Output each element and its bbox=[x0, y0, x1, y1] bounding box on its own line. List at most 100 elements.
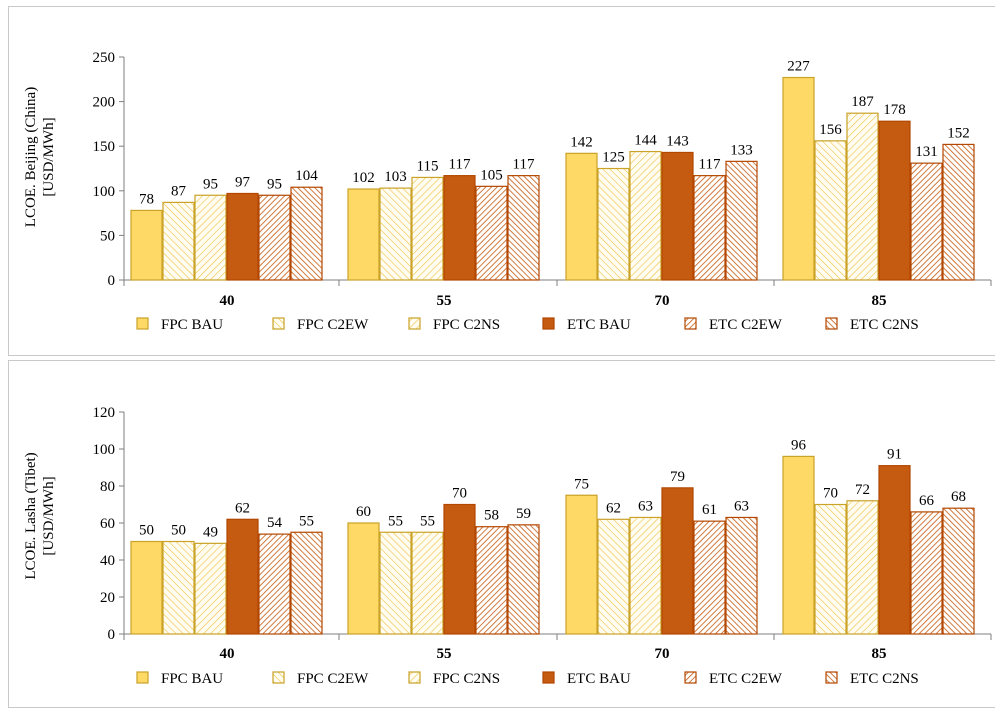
bar-etc-c2ew bbox=[475, 185, 508, 281]
data-label: 227 bbox=[787, 59, 810, 75]
data-label: 178 bbox=[883, 102, 906, 118]
bar-fpc-bau bbox=[565, 152, 598, 281]
data-label: 143 bbox=[666, 133, 689, 149]
data-label: 68 bbox=[951, 489, 966, 505]
y-tick-label: 120 bbox=[93, 405, 116, 421]
data-label: 91 bbox=[887, 447, 902, 463]
data-label: 55 bbox=[299, 513, 314, 529]
bar-fpc-c2ew bbox=[597, 167, 630, 281]
bar-etc-c2ns bbox=[507, 524, 540, 635]
bar-fpc-c2ns bbox=[846, 500, 879, 635]
data-label: 55 bbox=[388, 513, 403, 529]
x-tick-label: 40 bbox=[220, 646, 235, 662]
bar-etc-c2ns bbox=[942, 143, 975, 281]
legend-label: FPC BAU bbox=[161, 317, 223, 333]
bar-fpc-bau bbox=[565, 494, 598, 635]
data-label: 79 bbox=[670, 469, 685, 485]
bar-etc-bau bbox=[661, 151, 694, 281]
data-label: 59 bbox=[516, 506, 531, 522]
data-label: 87 bbox=[171, 183, 187, 199]
data-label: 54 bbox=[267, 515, 283, 531]
data-label: 144 bbox=[634, 133, 657, 149]
legend-swatch bbox=[136, 671, 149, 684]
data-label: 117 bbox=[449, 157, 471, 173]
bar-etc-bau bbox=[226, 192, 259, 281]
y-tick-label: 40 bbox=[100, 553, 115, 569]
bar-fpc-bau bbox=[130, 209, 163, 281]
bar-etc-c2ew bbox=[693, 520, 726, 635]
bar-chart-lasha: LCOE. Lasha (Tibet) [USD/MWh] 0 20 40 60 80 100… bbox=[23, 405, 992, 687]
legend-swatch bbox=[825, 671, 838, 684]
bar-fpc-c2ns bbox=[411, 531, 444, 635]
bar-etc-c2ns bbox=[290, 186, 323, 281]
legend-label: ETC C2EW bbox=[709, 671, 783, 687]
y-axis-unit: [USD/MWh] bbox=[41, 117, 57, 196]
data-label: 156 bbox=[819, 122, 842, 138]
data-label: 125 bbox=[602, 150, 625, 166]
data-label: 133 bbox=[730, 142, 753, 158]
x-tick-label: 40 bbox=[220, 293, 235, 309]
x-tick-label: 85 bbox=[872, 293, 887, 309]
data-label: 66 bbox=[919, 493, 935, 509]
legend-swatch bbox=[272, 671, 285, 684]
data-label: 131 bbox=[915, 144, 938, 160]
data-label: 95 bbox=[267, 176, 282, 192]
legend-swatch bbox=[136, 317, 149, 330]
legend-label: ETC C2NS bbox=[850, 317, 919, 333]
bar-etc-c2ew bbox=[910, 511, 943, 635]
bar-etc-bau bbox=[226, 518, 259, 635]
y-axis-title: LCOE. Beijing (China) bbox=[23, 87, 39, 227]
data-label: 105 bbox=[480, 167, 503, 183]
y-tick-label: 150 bbox=[93, 139, 116, 155]
data-label: 70 bbox=[823, 486, 838, 502]
legend-label: FPC C2NS bbox=[433, 671, 500, 687]
legend-swatch bbox=[542, 317, 555, 330]
bar-etc-bau bbox=[878, 120, 911, 281]
data-label: 187 bbox=[851, 94, 874, 110]
y-tick-label: 0 bbox=[108, 627, 116, 643]
chart-panel-beijing: LCOE. Beijing (China) [USD/MWh] 0 50 100 150 2… bbox=[8, 6, 995, 356]
data-label: 104 bbox=[295, 168, 318, 184]
data-label: 75 bbox=[574, 476, 589, 492]
bar-etc-c2ew bbox=[475, 526, 508, 635]
data-label: 72 bbox=[855, 482, 870, 498]
y-axis-unit: [USD/MWh] bbox=[41, 476, 57, 555]
x-tick-label: 55 bbox=[437, 293, 452, 309]
bar-fpc-c2ns bbox=[846, 112, 879, 281]
data-label: 58 bbox=[484, 508, 499, 524]
data-label: 115 bbox=[417, 158, 439, 174]
y-tick-label: 100 bbox=[93, 442, 116, 458]
legend-swatch bbox=[825, 317, 838, 330]
data-label: 96 bbox=[791, 437, 807, 453]
data-label: 60 bbox=[356, 504, 371, 520]
bar-etc-c2ns bbox=[507, 175, 540, 281]
chart-panel-lasha: LCOE. Lasha (Tibet) [USD/MWh] 0 20 40 60 80 100… bbox=[8, 360, 995, 708]
data-label: 102 bbox=[352, 170, 375, 186]
bar-fpc-c2ns bbox=[411, 176, 444, 281]
data-label: 62 bbox=[235, 500, 250, 516]
bar-fpc-bau bbox=[782, 455, 815, 635]
data-label: 152 bbox=[947, 125, 970, 141]
bar-chart-beijing: LCOE. Beijing (China) [USD/MWh] 0 50 100 150 2… bbox=[23, 50, 992, 333]
y-tick-label: 250 bbox=[93, 50, 116, 66]
x-tick-label: 70 bbox=[655, 646, 670, 662]
y-axis-title: LCOE. Lasha (Tibet) bbox=[23, 452, 39, 579]
bar-etc-c2ns bbox=[725, 516, 758, 635]
y-tick-label: 100 bbox=[93, 184, 116, 200]
legend-swatch bbox=[684, 671, 697, 684]
data-label: 103 bbox=[384, 169, 407, 185]
bar-fpc-c2ns bbox=[194, 542, 227, 635]
data-label: 95 bbox=[203, 176, 218, 192]
y-tick-label: 50 bbox=[100, 228, 115, 244]
bar-etc-bau bbox=[443, 503, 476, 635]
bar-etc-c2ew bbox=[258, 194, 291, 281]
data-label: 55 bbox=[420, 513, 435, 529]
bar-fpc-c2ew bbox=[814, 503, 847, 635]
bar-fpc-c2ew bbox=[379, 187, 412, 281]
bar-etc-c2ns bbox=[725, 160, 758, 281]
bar-etc-bau bbox=[443, 175, 476, 281]
data-label: 63 bbox=[638, 498, 653, 514]
bar-etc-c2ns bbox=[290, 531, 323, 635]
bar-fpc-c2ew bbox=[162, 201, 195, 281]
data-label: 117 bbox=[699, 157, 721, 173]
